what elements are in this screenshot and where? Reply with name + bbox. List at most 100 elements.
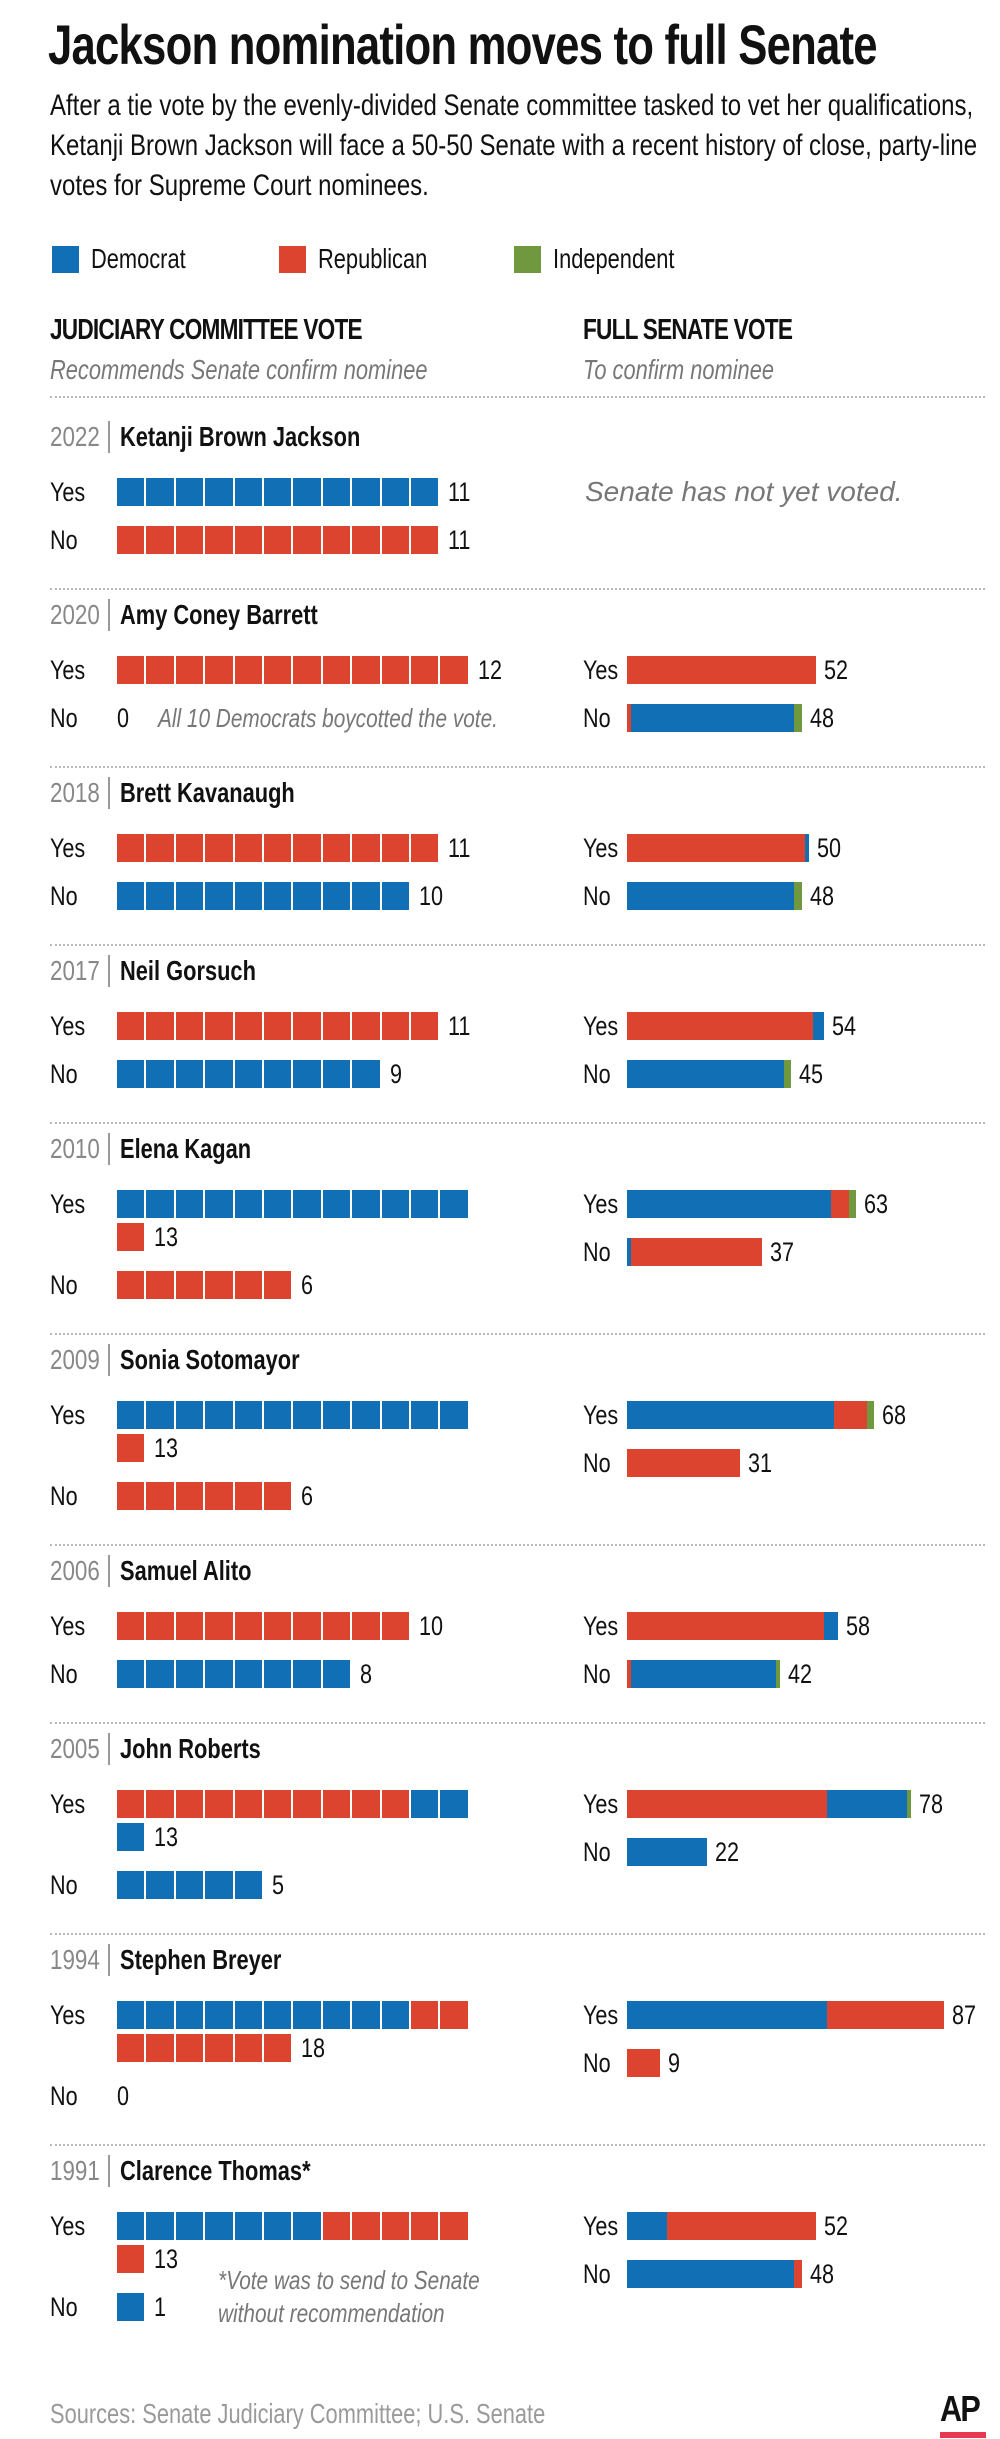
committee-vote-square-republican	[293, 1012, 321, 1040]
committee-no-label-text: No	[50, 881, 78, 911]
committee-vote-square-democrat	[322, 1401, 351, 1429]
senate-no-row: No 31	[583, 1449, 985, 1477]
nominee-name-text: Sonia Sotomayor	[120, 1344, 300, 1375]
senate-yes-label-text: Yes	[583, 1789, 619, 1819]
committee-vote-square-democrat	[263, 1660, 292, 1688]
committee-no-count: 10	[419, 882, 449, 910]
committee-vote-square-republican	[381, 2212, 409, 2240]
senate-note-text: Senate has not yet voted.	[585, 476, 903, 507]
committee-vote-square-republican	[352, 834, 380, 862]
committee-vote-square-republican	[205, 1012, 233, 1040]
committee-yes-row: Yes 11	[50, 834, 583, 862]
committee-bar-row	[117, 2001, 470, 2029]
committee-vote-square-republican	[205, 526, 233, 554]
senate-no-label: No	[583, 1449, 627, 1477]
committee-yes-label: Yes	[50, 2001, 117, 2029]
committee-vote-square-democrat	[263, 2001, 292, 2029]
senate-yes-bar	[627, 2001, 944, 2029]
committee-bar-row: 13	[117, 1434, 470, 1462]
committee-vote-square-republican	[352, 1012, 380, 1040]
senate-no-count: 48	[810, 704, 840, 732]
committee-bar-row: 10	[117, 882, 449, 910]
committee-vote-square-democrat	[293, 2212, 321, 2240]
committee-no-count-text: 11	[448, 525, 471, 555]
committee-vote-square-democrat	[117, 2001, 145, 2029]
committee-no-row: No 6	[50, 1271, 583, 1299]
committee-vote: Yes 10 No 8	[50, 1612, 583, 1688]
committee-vote-square-republican	[293, 1612, 321, 1640]
committee-vote-square-republican	[117, 2245, 145, 2273]
committee-no-bars: 10	[117, 882, 449, 910]
senate-yes-count-text: 78	[918, 1789, 943, 1819]
nominee-name-text: Neil Gorsuch	[120, 955, 256, 986]
committee-vote-square-republican	[175, 1482, 204, 1510]
senate-segment-republican	[627, 704, 631, 732]
committee-bar-row: 0	[117, 2082, 132, 2110]
committee-vote-square-democrat	[175, 2001, 204, 2029]
committee-no-count: 5	[272, 1871, 287, 1899]
senate-segment-democrat	[630, 704, 795, 732]
committee-vote-square-democrat	[381, 882, 409, 910]
committee-yes-count-text: 13	[154, 2244, 179, 2274]
ap-logo: AP	[940, 2388, 988, 2438]
vote-columns: Yes 10 No 8 Yes 58 No 42	[50, 1612, 985, 1688]
committee-vote-square-republican	[146, 834, 174, 862]
committee-yes-count-text: 13	[154, 1222, 179, 1252]
senate-vote: Senate has not yet voted.	[583, 478, 985, 554]
committee-yes-count: 13	[154, 1434, 184, 1462]
committee-no-count-text: 8	[360, 1659, 373, 1689]
committee-no-label-text: No	[50, 1659, 78, 1689]
committee-vote-square-democrat	[263, 478, 292, 506]
senate-yes-bar	[627, 2212, 817, 2240]
committee-vote-square-democrat	[234, 2212, 262, 2240]
senate-segment-republican	[627, 1790, 828, 1818]
committee-no-label: No	[50, 1271, 117, 1299]
committee-vote-square-republican	[352, 526, 380, 554]
legend-swatch	[514, 245, 541, 273]
senate-no-row: No 48	[583, 2260, 985, 2288]
senate-no-label: No	[583, 1660, 627, 1688]
committee-vote-square-republican	[293, 1790, 321, 1818]
committee-vote-square-democrat	[146, 478, 174, 506]
committee-no-row: No 11	[50, 526, 583, 554]
committee-vote-square-democrat	[322, 1190, 351, 1218]
committee-yes-count: 11	[448, 478, 476, 506]
nominee-name: Amy Coney Barrett	[120, 599, 374, 631]
senate-yes-label-text: Yes	[583, 1011, 619, 1041]
senate-yes-row: Yes 87	[583, 2001, 985, 2029]
senate-yes-bar	[627, 1190, 857, 1218]
nominee-section: 2017 Neil Gorsuch Yes 11 No 9 Yes 54 No 45	[50, 944, 985, 1122]
committee-vote-square-republican	[352, 656, 380, 684]
committee-vote-square-democrat	[175, 1401, 204, 1429]
vote-columns: Yes 13 No 6 Yes 63 No 37	[50, 1190, 985, 1299]
vote-columns: Yes 13 No 5 Yes 78 No 22	[50, 1790, 985, 1899]
nominee-header: 1994 Stephen Breyer	[50, 1943, 985, 1977]
nominee-section: 2010 Elena Kagan Yes 13 No 6 Yes 63 No 37	[50, 1122, 985, 1333]
senate-yes-count-text: 52	[824, 2211, 849, 2241]
committee-vote-square-republican	[175, 526, 204, 554]
committee-vote-square-democrat	[175, 2212, 204, 2240]
committee-no-count: 0	[117, 704, 132, 732]
committee-vote-square-republican	[322, 526, 351, 554]
senate-yes-bar	[627, 656, 817, 684]
committee-yes-label: Yes	[50, 834, 117, 862]
committee-no-count-text: 1	[154, 2292, 167, 2322]
committee-yes-label: Yes	[50, 2212, 117, 2240]
committee-vote: Yes 11 No 9	[50, 1012, 583, 1088]
committee-vote-square-republican	[263, 834, 292, 862]
nominee-name-text: Samuel Alito	[120, 1555, 252, 1586]
committee-no-row: No 0	[50, 2082, 583, 2110]
senate-segment-republican	[794, 2260, 802, 2288]
senate-yes-label: Yes	[583, 1190, 627, 1218]
senate-yes-label: Yes	[583, 1012, 627, 1040]
senate-yes-count: 78	[919, 1790, 949, 1818]
committee-bar-row: 6	[117, 1271, 316, 1299]
vote-columns: Yes 11 No 11 Senate has not yet voted.	[50, 478, 985, 554]
senate-yes-count: 52	[824, 656, 854, 684]
senate-no-label: No	[583, 882, 627, 910]
senate-no-count: 48	[810, 2260, 840, 2288]
committee-vote-square-democrat	[234, 1401, 262, 1429]
senate-no-label: No	[583, 1060, 627, 1088]
committee-vote-square-republican	[117, 656, 145, 684]
committee-no-count: 6	[301, 1271, 316, 1299]
